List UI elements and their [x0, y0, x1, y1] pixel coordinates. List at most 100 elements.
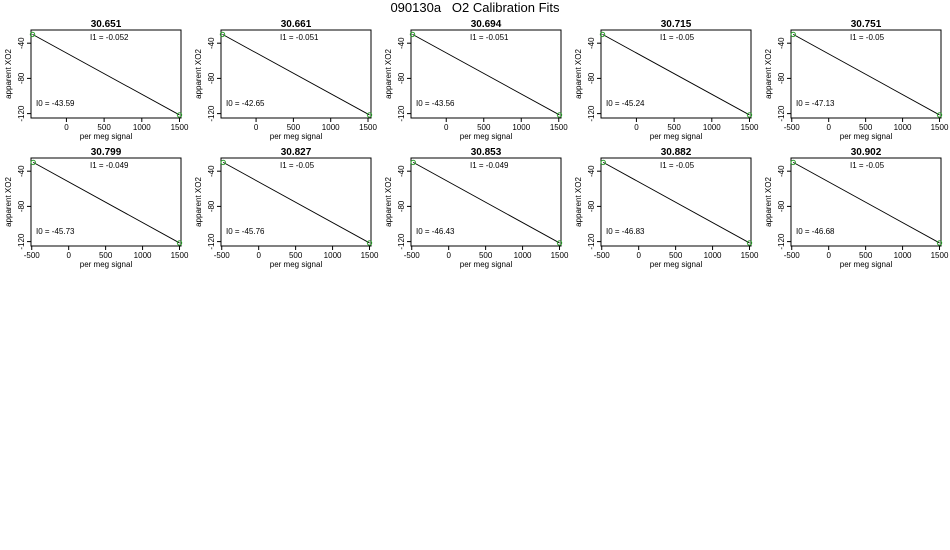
data-point: [219, 31, 226, 38]
annotation-i0: I0 = -45.73: [36, 227, 75, 236]
fit-line: [602, 34, 750, 116]
panel-title: 30.694: [471, 19, 502, 30]
y-tick-label: -40: [207, 165, 216, 177]
x-tick-label: 1000: [894, 251, 912, 260]
y-tick-label: -120: [17, 105, 26, 122]
y-tick-label: -40: [397, 37, 406, 49]
fit-line: [412, 162, 560, 244]
x-tick-label: -500: [24, 251, 41, 260]
panel-title: 30.715: [661, 19, 692, 30]
data-point: [556, 240, 563, 246]
data-point: [30, 159, 36, 166]
x-tick-label: 0: [256, 251, 261, 260]
annotation-i1: I1 = -0.049: [90, 161, 129, 170]
data-point: [366, 240, 373, 246]
annotation-i1: I1 = -0.051: [470, 33, 509, 42]
y-tick-label: -80: [207, 200, 216, 212]
fit-line: [412, 34, 560, 116]
annotation-i0: I0 = -43.56: [416, 99, 455, 108]
x-tick-label: 0: [634, 123, 639, 132]
annotation-i0: I0 = -46.83: [606, 227, 645, 236]
x-tick-label: 1500: [359, 123, 377, 132]
data-point: [410, 159, 416, 166]
x-tick-label: 0: [254, 123, 259, 132]
data-point: [746, 112, 753, 118]
y-tick-label: -120: [777, 233, 786, 250]
annotation-i0: I0 = -45.76: [226, 227, 265, 236]
calibration-panel: 30.827 -500 0 500 1000 1500 -40 -80 -120 per meg …: [194, 147, 379, 269]
annotation-i0: I0 = -46.43: [416, 227, 455, 236]
data-point: [176, 112, 183, 118]
x-tick-label: 500: [859, 251, 873, 260]
x-tick-label: -500: [784, 251, 801, 260]
panel-title: 30.751: [851, 19, 882, 30]
x-axis-label: per meg signal: [270, 132, 323, 141]
y-tick-label: -80: [17, 72, 26, 84]
x-tick-label: 1000: [133, 123, 151, 132]
x-tick-label: 0: [446, 251, 451, 260]
x-tick-label: 1500: [551, 251, 569, 260]
x-axis-label: per meg signal: [840, 260, 893, 269]
x-tick-label: 1500: [931, 123, 949, 132]
fit-line: [32, 162, 180, 244]
annotation-i1: I1 = -0.05: [280, 161, 315, 170]
y-tick-label: -80: [777, 200, 786, 212]
y-tick-label: -120: [207, 233, 216, 250]
fit-line: [602, 162, 750, 244]
y-tick-label: -120: [397, 233, 406, 250]
y-tick-label: -80: [587, 72, 596, 84]
y-tick-label: -40: [777, 165, 786, 177]
x-tick-label: -500: [404, 251, 421, 260]
plot-frame: [600, 29, 752, 119]
annotation-i0: I0 = -47.13: [796, 99, 835, 108]
x-tick-label: 0: [66, 251, 71, 260]
fit-line: [32, 34, 180, 116]
y-tick-label: -40: [17, 37, 26, 49]
data-point: [409, 31, 416, 38]
x-tick-label: 1500: [741, 251, 759, 260]
data-point: [790, 31, 796, 38]
fit-line: [222, 162, 370, 244]
data-point: [29, 31, 36, 38]
x-axis-label: per meg signal: [460, 260, 513, 269]
calibration-panel: 30.799 -500 0 500 1000 1500 -40 -80 -120 per meg …: [4, 147, 189, 269]
y-tick-label: -40: [397, 165, 406, 177]
x-tick-label: 1000: [134, 251, 152, 260]
fit-line: [792, 162, 940, 244]
y-tick-label: -120: [207, 105, 216, 122]
y-axis-label: apparent XO2: [194, 49, 203, 99]
panel-title: 30.827: [281, 147, 312, 158]
data-point: [599, 31, 606, 38]
x-tick-label: 1500: [931, 251, 949, 260]
x-tick-label: 1000: [894, 123, 912, 132]
panel-title: 30.799: [91, 147, 122, 158]
y-tick-label: -120: [777, 105, 786, 122]
y-tick-label: -80: [397, 200, 406, 212]
y-tick-label: -80: [777, 72, 786, 84]
x-tick-label: 1500: [171, 251, 189, 260]
annotation-i1: I1 = -0.05: [850, 33, 885, 42]
y-tick-label: -40: [207, 37, 216, 49]
y-tick-label: -120: [17, 233, 26, 250]
x-axis-label: per meg signal: [650, 132, 703, 141]
x-tick-label: -500: [214, 251, 231, 260]
y-tick-label: -40: [587, 37, 596, 49]
x-tick-label: 1000: [322, 123, 340, 132]
y-tick-label: -40: [777, 37, 786, 49]
y-axis-label: apparent XO2: [574, 49, 583, 99]
fit-line: [222, 34, 370, 116]
y-tick-label: -40: [587, 165, 596, 177]
x-tick-label: 500: [99, 251, 113, 260]
y-axis-label: apparent XO2: [4, 49, 13, 99]
y-tick-label: -80: [17, 200, 26, 212]
calibration-panel: 30.751 -500 0 500 1000 1500 -40 -80 -120 per meg …: [764, 19, 949, 141]
y-tick-label: -40: [17, 165, 26, 177]
annotation-i1: I1 = -0.052: [90, 33, 129, 42]
panel-title: 30.651: [91, 19, 122, 30]
annotation-i1: I1 = -0.05: [660, 33, 695, 42]
calibration-panel: 30.651 0 500 1000 1500 -40 -80 -120 per meg sign…: [4, 19, 189, 141]
annotation-i0: I0 = -42.65: [226, 99, 265, 108]
calibration-panel: 30.715 0 500 1000 1500 -40 -80 -120 per meg sign…: [574, 19, 759, 141]
panel-title: 30.882: [661, 147, 692, 158]
data-point: [936, 112, 943, 118]
